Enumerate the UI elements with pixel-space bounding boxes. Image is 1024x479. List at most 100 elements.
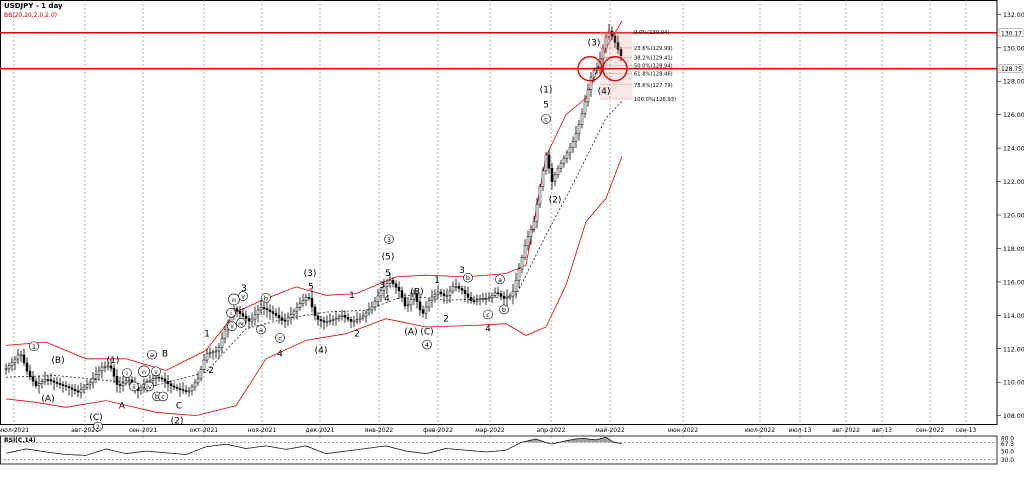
wave-label-circle (384, 234, 394, 245)
plot-frame (0, 0, 998, 425)
wave-label-circle (463, 272, 473, 283)
x-tick-label: мар-2022 (475, 427, 505, 434)
candle-body (448, 290, 452, 296)
highlight-circle (602, 55, 628, 82)
rsi-tick-label: 80.0 (1001, 437, 1014, 443)
wave-label: (C) (420, 328, 433, 338)
candle-body (481, 298, 485, 300)
wave-label: 2 (208, 366, 214, 376)
candle-body (610, 30, 614, 37)
rsi-overbought-fill (520, 437, 614, 443)
candle-body (328, 320, 332, 323)
candle-body (427, 300, 431, 308)
wave-label: c (544, 115, 548, 123)
wave-label: 1 (434, 276, 440, 286)
candle-body (517, 268, 521, 281)
wave-label: b (466, 274, 470, 282)
candle-body (358, 317, 362, 320)
wave-label: 5 (543, 100, 549, 110)
candle-body (355, 319, 359, 322)
price-level-label: 128.75 (1001, 66, 1022, 73)
wave-label: 3 (459, 266, 465, 276)
candle-body (373, 301, 377, 308)
candle-body (223, 329, 227, 339)
candle-body (199, 369, 203, 380)
wave-label: iv (238, 319, 244, 327)
wave-label: (2) (171, 416, 184, 426)
wave-label-circle (158, 391, 168, 402)
candle-body (88, 381, 92, 385)
y-tick-label: 112.00 (1003, 346, 1024, 353)
candle-body (64, 385, 68, 387)
wave-label: 2 (96, 423, 100, 431)
x-tick-label: дек-2021 (306, 427, 335, 434)
candle-body (508, 295, 512, 298)
candle-body (340, 315, 344, 318)
candle-body (394, 283, 398, 288)
candle-body (514, 279, 518, 292)
wave-label: (1) (107, 356, 120, 366)
candle-body (316, 315, 320, 320)
wave-label-circle (422, 339, 432, 350)
candle-body (298, 303, 302, 308)
y-tick-label: 130.00 (1003, 45, 1024, 52)
candle-body (364, 312, 368, 317)
wave-label: b (155, 393, 159, 401)
candle-body (349, 319, 353, 322)
candle-body (10, 362, 14, 366)
candle-body (274, 313, 278, 316)
candle-body (208, 352, 212, 354)
wave-label: (3) (588, 38, 601, 48)
wave-label: ii (132, 383, 136, 391)
bollinger-middle-line (5, 101, 623, 386)
rsi-tick-label: 30.0 (1001, 458, 1014, 464)
candle-body (619, 49, 623, 56)
candle-body (391, 279, 395, 284)
wave-label-circle (228, 293, 240, 306)
wave-label: 5 (385, 269, 391, 279)
candle-body (262, 307, 266, 309)
candle-body (607, 30, 611, 38)
wave-label-circle (495, 274, 505, 285)
candle-body (577, 124, 581, 134)
y-tick-label: 108.00 (1003, 413, 1024, 420)
candle-body (484, 298, 488, 300)
wave-label-circle (129, 381, 139, 392)
candle-body (151, 378, 155, 381)
candle-body (310, 297, 314, 308)
wave-label: a (498, 276, 502, 284)
wave-label-circle (29, 341, 39, 352)
candle-body (442, 293, 446, 296)
candle-body (466, 293, 470, 298)
x-tick-label: май-2022 (595, 427, 625, 434)
wave-label-circle (93, 421, 103, 432)
candle-body (307, 297, 311, 299)
candle-body (388, 279, 392, 284)
wave-label-circle (226, 308, 236, 318)
candle-body (34, 380, 38, 386)
wave-label: iv (146, 383, 152, 391)
candle-body (277, 315, 281, 319)
candle-body (409, 298, 413, 306)
candle-body (238, 310, 242, 314)
candle-body (415, 293, 419, 302)
candle-body (436, 291, 440, 295)
candle-body (406, 304, 410, 307)
wave-label: 4 (425, 341, 429, 349)
y-tick-label: 114.00 (1003, 313, 1024, 320)
x-tick-label: сен-2021 (129, 427, 158, 434)
candle-body (295, 307, 299, 312)
candle-body (58, 383, 62, 385)
candle-body (43, 379, 47, 382)
x-tick-label: фев-2022 (423, 427, 453, 434)
wave-label: 3 (379, 281, 385, 291)
candle-body (112, 367, 116, 377)
wave-label-circle (541, 114, 551, 124)
fibonacci-label: 38.2%(129.41) (634, 56, 673, 62)
wave-label-circle (122, 368, 132, 378)
candle-body (76, 390, 80, 393)
candle-body (154, 376, 158, 379)
candle-body (220, 338, 224, 348)
